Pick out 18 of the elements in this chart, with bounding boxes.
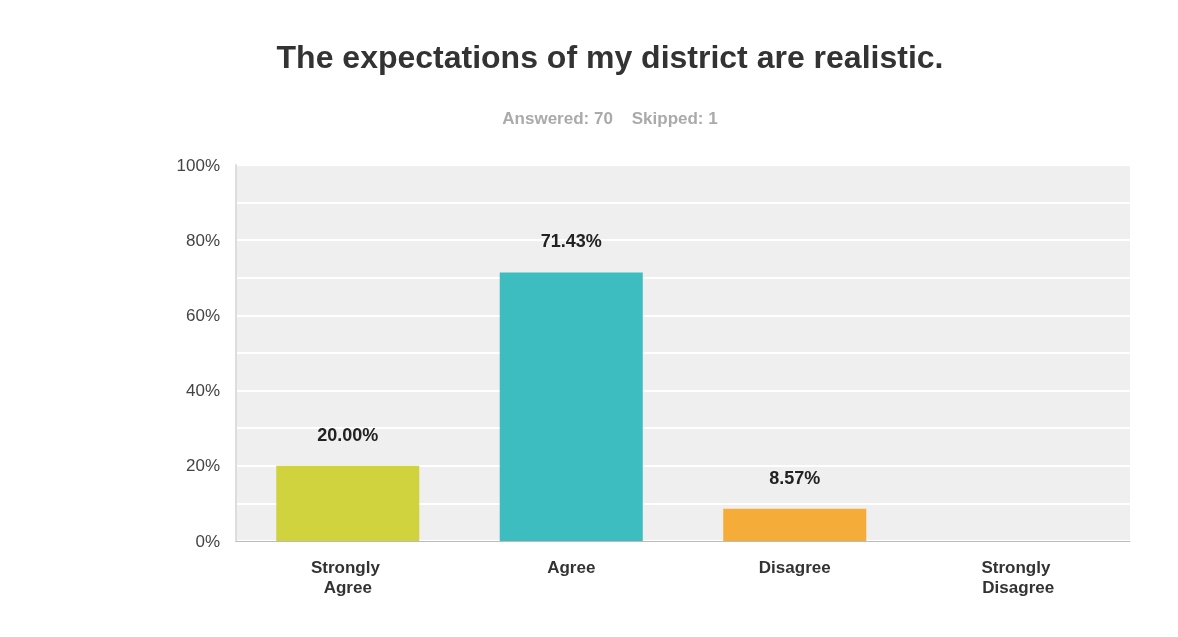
chart-title: The expectations of my district are realistic. [276, 39, 944, 75]
chart-subtitle: Answered: 70 Skipped: 1 [502, 109, 718, 128]
y-tick-label: 80% [185, 230, 220, 250]
y-tick-label: 100% [176, 155, 220, 175]
data-label: 8.57% [769, 467, 821, 488]
y-tick-label: 0% [195, 531, 220, 551]
y-tick-label: 20% [185, 456, 220, 476]
x-tick-label: Disagree [758, 557, 831, 577]
x-tick-label: Strongly Agree [310, 557, 385, 597]
x-tick-label: Agree [547, 557, 596, 577]
y-tick-label: 60% [185, 305, 220, 325]
x-tick-label: Strongly Disagree [981, 557, 1056, 597]
data-label: 20.00% [317, 424, 379, 445]
data-label: 71.43% [540, 231, 602, 252]
y-tick-label: 40% [185, 381, 220, 401]
bar [723, 508, 867, 541]
bar [276, 465, 420, 541]
bar [499, 272, 643, 541]
